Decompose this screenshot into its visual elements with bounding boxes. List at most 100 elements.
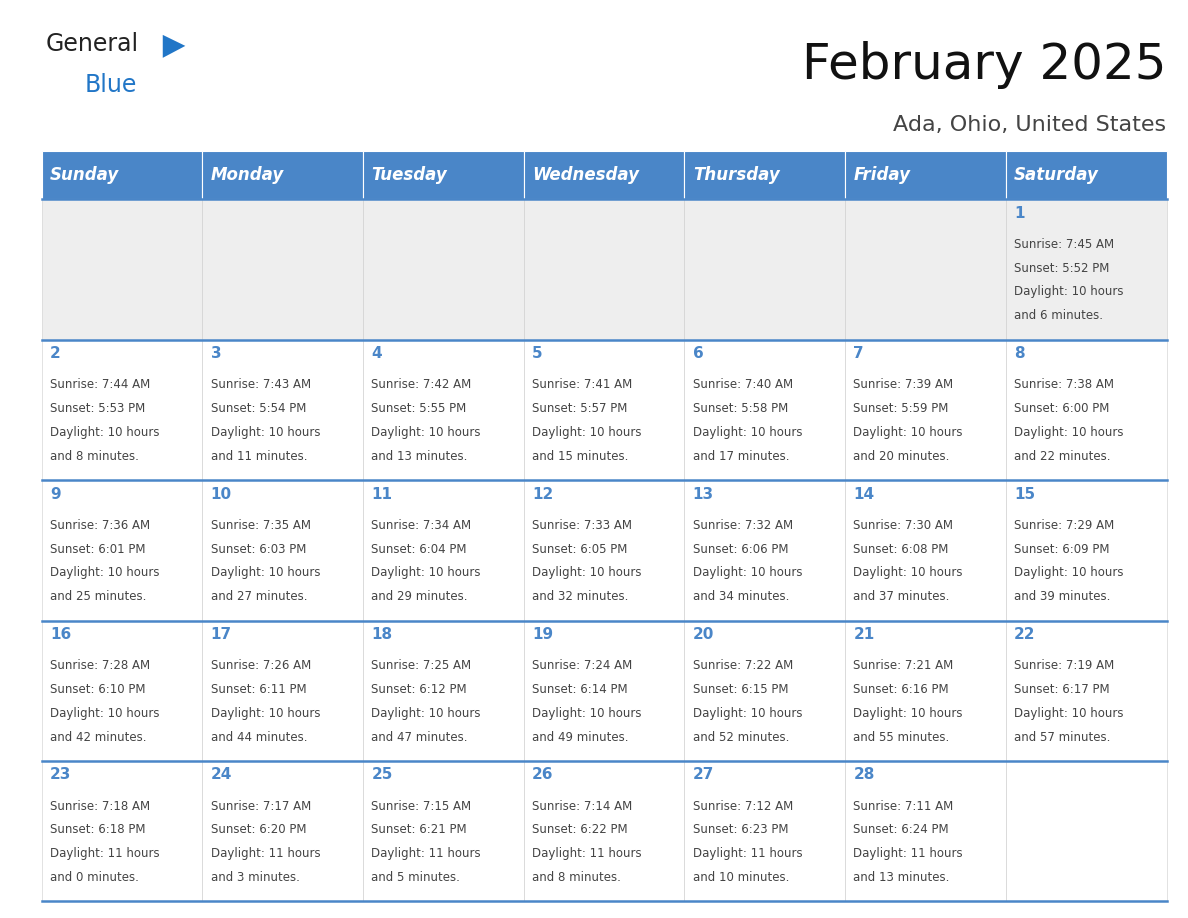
Text: 8: 8 xyxy=(1015,346,1025,361)
Text: Sunrise: 7:24 AM: Sunrise: 7:24 AM xyxy=(532,659,632,672)
Text: Daylight: 10 hours: Daylight: 10 hours xyxy=(210,707,320,720)
Text: Sunset: 6:16 PM: Sunset: 6:16 PM xyxy=(853,683,949,696)
Text: General: General xyxy=(45,32,138,56)
Text: and 10 minutes.: and 10 minutes. xyxy=(693,871,789,884)
FancyBboxPatch shape xyxy=(524,480,684,621)
Text: Sunrise: 7:21 AM: Sunrise: 7:21 AM xyxy=(853,659,954,672)
Text: Daylight: 10 hours: Daylight: 10 hours xyxy=(1015,566,1124,579)
FancyBboxPatch shape xyxy=(364,199,524,340)
Text: Sunset: 6:10 PM: Sunset: 6:10 PM xyxy=(50,683,145,696)
Text: 10: 10 xyxy=(210,487,232,501)
Text: and 25 minutes.: and 25 minutes. xyxy=(50,590,146,603)
Text: 13: 13 xyxy=(693,487,714,501)
Text: 2: 2 xyxy=(50,346,61,361)
Text: Sunset: 5:55 PM: Sunset: 5:55 PM xyxy=(372,402,467,415)
Text: and 49 minutes.: and 49 minutes. xyxy=(532,731,628,744)
Text: Sunrise: 7:40 AM: Sunrise: 7:40 AM xyxy=(693,378,792,391)
FancyBboxPatch shape xyxy=(524,199,684,340)
Text: and 11 minutes.: and 11 minutes. xyxy=(210,450,308,463)
Text: and 37 minutes.: and 37 minutes. xyxy=(853,590,950,603)
FancyBboxPatch shape xyxy=(684,621,845,761)
FancyBboxPatch shape xyxy=(364,621,524,761)
Text: Sunset: 6:00 PM: Sunset: 6:00 PM xyxy=(1015,402,1110,415)
Text: Sunrise: 7:14 AM: Sunrise: 7:14 AM xyxy=(532,800,632,812)
Text: Sunset: 6:23 PM: Sunset: 6:23 PM xyxy=(693,823,789,836)
Text: Daylight: 10 hours: Daylight: 10 hours xyxy=(853,566,963,579)
Text: and 44 minutes.: and 44 minutes. xyxy=(210,731,308,744)
Text: 21: 21 xyxy=(853,627,874,642)
Polygon shape xyxy=(163,35,185,58)
Text: and 42 minutes.: and 42 minutes. xyxy=(50,731,146,744)
Text: Daylight: 10 hours: Daylight: 10 hours xyxy=(50,707,159,720)
Text: Daylight: 11 hours: Daylight: 11 hours xyxy=(532,847,642,860)
Text: Sunset: 6:14 PM: Sunset: 6:14 PM xyxy=(532,683,627,696)
Text: Daylight: 11 hours: Daylight: 11 hours xyxy=(853,847,963,860)
FancyBboxPatch shape xyxy=(684,340,845,480)
FancyBboxPatch shape xyxy=(202,151,364,199)
Text: Daylight: 10 hours: Daylight: 10 hours xyxy=(532,566,642,579)
Text: 18: 18 xyxy=(372,627,392,642)
Text: 27: 27 xyxy=(693,767,714,782)
Text: 4: 4 xyxy=(372,346,383,361)
Text: Sunrise: 7:33 AM: Sunrise: 7:33 AM xyxy=(532,519,632,532)
FancyBboxPatch shape xyxy=(1006,340,1167,480)
FancyBboxPatch shape xyxy=(202,199,364,340)
Text: Daylight: 10 hours: Daylight: 10 hours xyxy=(210,426,320,439)
FancyBboxPatch shape xyxy=(42,151,202,199)
Text: Sunset: 6:03 PM: Sunset: 6:03 PM xyxy=(210,543,307,555)
Text: February 2025: February 2025 xyxy=(802,41,1167,89)
FancyBboxPatch shape xyxy=(202,340,364,480)
Text: Sunset: 5:53 PM: Sunset: 5:53 PM xyxy=(50,402,145,415)
Text: Daylight: 11 hours: Daylight: 11 hours xyxy=(372,847,481,860)
Text: 6: 6 xyxy=(693,346,703,361)
Text: and 27 minutes.: and 27 minutes. xyxy=(210,590,308,603)
Text: 20: 20 xyxy=(693,627,714,642)
Text: Sunset: 6:12 PM: Sunset: 6:12 PM xyxy=(372,683,467,696)
FancyBboxPatch shape xyxy=(845,761,1006,901)
FancyBboxPatch shape xyxy=(684,199,845,340)
Text: 17: 17 xyxy=(210,627,232,642)
Text: Blue: Blue xyxy=(84,73,137,97)
Text: Sunset: 6:20 PM: Sunset: 6:20 PM xyxy=(210,823,307,836)
Text: Sunrise: 7:12 AM: Sunrise: 7:12 AM xyxy=(693,800,794,812)
Text: and 8 minutes.: and 8 minutes. xyxy=(532,871,621,884)
Text: Sunrise: 7:39 AM: Sunrise: 7:39 AM xyxy=(853,378,954,391)
FancyBboxPatch shape xyxy=(1006,621,1167,761)
Text: Sunrise: 7:43 AM: Sunrise: 7:43 AM xyxy=(210,378,311,391)
FancyBboxPatch shape xyxy=(1006,480,1167,621)
Text: 9: 9 xyxy=(50,487,61,501)
Text: and 32 minutes.: and 32 minutes. xyxy=(532,590,628,603)
FancyBboxPatch shape xyxy=(524,340,684,480)
Text: Daylight: 10 hours: Daylight: 10 hours xyxy=(372,426,481,439)
Text: Sunset: 5:54 PM: Sunset: 5:54 PM xyxy=(210,402,307,415)
FancyBboxPatch shape xyxy=(845,621,1006,761)
FancyBboxPatch shape xyxy=(684,480,845,621)
Text: Sunrise: 7:42 AM: Sunrise: 7:42 AM xyxy=(372,378,472,391)
Text: Sunset: 6:09 PM: Sunset: 6:09 PM xyxy=(1015,543,1110,555)
Text: 11: 11 xyxy=(372,487,392,501)
Text: Sunrise: 7:32 AM: Sunrise: 7:32 AM xyxy=(693,519,792,532)
Text: Tuesday: Tuesday xyxy=(372,166,447,185)
Text: Daylight: 10 hours: Daylight: 10 hours xyxy=(853,707,963,720)
Text: Sunset: 6:01 PM: Sunset: 6:01 PM xyxy=(50,543,145,555)
FancyBboxPatch shape xyxy=(845,340,1006,480)
Text: Sunrise: 7:17 AM: Sunrise: 7:17 AM xyxy=(210,800,311,812)
Text: and 15 minutes.: and 15 minutes. xyxy=(532,450,628,463)
Text: 22: 22 xyxy=(1015,627,1036,642)
Text: Sunrise: 7:36 AM: Sunrise: 7:36 AM xyxy=(50,519,150,532)
Text: 25: 25 xyxy=(372,767,393,782)
Text: Sunset: 5:58 PM: Sunset: 5:58 PM xyxy=(693,402,788,415)
Text: Sunrise: 7:22 AM: Sunrise: 7:22 AM xyxy=(693,659,794,672)
Text: and 22 minutes.: and 22 minutes. xyxy=(1015,450,1111,463)
Text: Sunset: 6:05 PM: Sunset: 6:05 PM xyxy=(532,543,627,555)
Text: and 39 minutes.: and 39 minutes. xyxy=(1015,590,1111,603)
Text: Sunset: 6:04 PM: Sunset: 6:04 PM xyxy=(372,543,467,555)
Text: Sunset: 6:15 PM: Sunset: 6:15 PM xyxy=(693,683,789,696)
FancyBboxPatch shape xyxy=(42,621,202,761)
Text: 1: 1 xyxy=(1015,206,1025,220)
Text: Sunrise: 7:19 AM: Sunrise: 7:19 AM xyxy=(1015,659,1114,672)
FancyBboxPatch shape xyxy=(1006,761,1167,901)
FancyBboxPatch shape xyxy=(202,621,364,761)
Text: Sunrise: 7:30 AM: Sunrise: 7:30 AM xyxy=(853,519,954,532)
FancyBboxPatch shape xyxy=(524,151,684,199)
